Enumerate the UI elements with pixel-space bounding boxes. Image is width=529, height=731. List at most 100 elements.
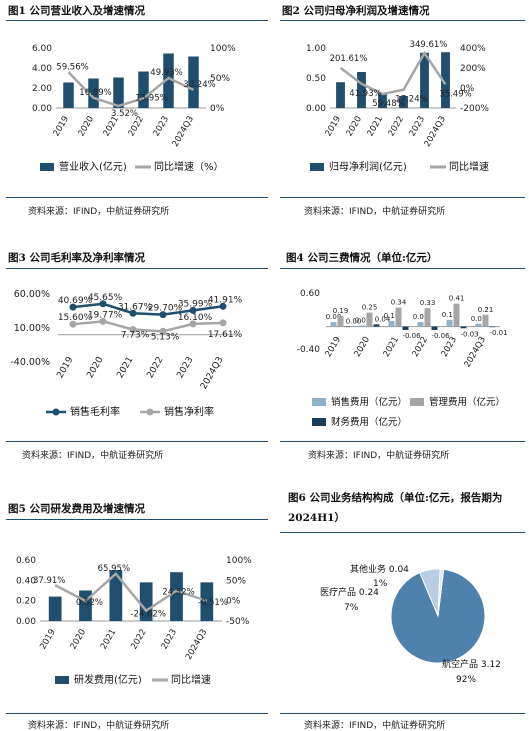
data-label: 3.52% <box>111 109 138 119</box>
bar <box>453 303 460 327</box>
legend-label: 同比增速（%） <box>154 160 224 173</box>
figure-5-title: 图5 公司研发费用及增速情况 <box>8 503 145 515</box>
y-tick-label: 0.60 <box>300 289 320 299</box>
growth-line <box>67 71 195 108</box>
bar <box>188 56 199 108</box>
bar <box>431 326 438 330</box>
x-tick-label: 2019 <box>55 355 75 380</box>
series-marker <box>129 309 137 317</box>
x-tick-label: 2024Q3 <box>171 115 197 149</box>
pie-label: 航空产品 3.12 <box>442 658 501 670</box>
x-tick-label: 2021 <box>382 335 401 359</box>
bar <box>88 78 99 108</box>
pie-percent: 92% <box>456 675 476 685</box>
legend-label: 销售毛利率 <box>70 405 120 418</box>
y-right-tick-label: 0% <box>210 104 225 114</box>
figure-2-top-rule <box>280 20 525 21</box>
data-label: 35.49% <box>439 89 471 99</box>
pie-slice <box>390 568 486 664</box>
figure-1-panel: 图1 公司营业收入及增速情况 0.00 2.00 4.00 6.00 0% 50% 100%… <box>0 0 270 225</box>
data-label: 35.99% <box>178 299 213 309</box>
pie-slice <box>437 568 445 617</box>
y-tick-label: -0.40 <box>297 345 321 355</box>
data-label: 37.91% <box>33 576 65 586</box>
bar <box>399 96 408 108</box>
x-tick-label: 2020 <box>353 335 372 359</box>
figure-5-panel: 图5 公司研发费用及增速情况 0.00 0.20 0.40 0.60 -50% 0% 50%… <box>0 492 270 731</box>
figure-1-bottom-rule <box>6 197 268 198</box>
x-tick-label: 2022 <box>145 355 165 380</box>
x-tick-label: 2020 <box>85 355 105 380</box>
figure-6-panel: 图6 公司业务结构构成（单位:亿元，报告期为2024H1） 航空产品 3.12 9… <box>270 492 529 731</box>
data-label: 0.05 <box>471 315 487 323</box>
data-label: 19.77% <box>88 310 123 320</box>
data-label: 0.02 <box>355 316 371 324</box>
bar <box>109 570 123 621</box>
figure-2-panel: 图2 公司归母净利润及增速情况 0.00 0.50 1.00 -200% 0% 200% 4… <box>270 0 529 225</box>
bar <box>336 82 345 108</box>
bar <box>424 308 431 327</box>
series-marker <box>99 300 107 308</box>
series-marker <box>219 319 227 327</box>
data-label: 15.60% <box>58 313 93 323</box>
series-marker <box>69 320 77 328</box>
figure-5-source: 资料来源：IFIND，中航证券研究所 <box>28 721 170 731</box>
data-label: 0.00 <box>346 318 362 326</box>
figure-3-chart: -40.00% 10.00% 60.00% 40.69%45.65%31.67%29.… <box>10 289 242 418</box>
bar <box>441 52 450 108</box>
figure-3-panel: 图3 公司毛利率及净利率情况 -40.00% 10.00% 60.00% 40.69%… <box>0 245 270 475</box>
figure-5-chart: 0.00 0.20 0.40 0.60 -50% 0% 50% 100% 37.91% 0.52%… <box>16 556 252 686</box>
figure-1-title: 图1 公司营业收入及增速情况 <box>8 5 145 17</box>
bar <box>489 326 496 328</box>
legend-label: 销售净利率 <box>164 405 214 418</box>
x-tick-label: 2019 <box>324 335 343 359</box>
figure-2-bottom-rule <box>280 197 525 198</box>
y-right-tick-label: 200% <box>460 64 486 74</box>
y-right-tick-label: 0% <box>460 84 475 94</box>
data-label: 0.19 <box>333 307 349 315</box>
x-tick-label: 2019 <box>52 115 71 139</box>
data-label: 31.67% <box>118 302 153 312</box>
data-label: 0.12 <box>442 311 458 319</box>
y-left-tick-label: 0.60 <box>16 556 36 566</box>
x-tick-label: 2019 <box>38 628 57 652</box>
data-label: 40.69% <box>58 296 93 306</box>
series-marker <box>99 317 107 325</box>
y-tick-label: 60.00% <box>14 289 50 300</box>
bar <box>200 582 214 621</box>
legend-label: 同比增速 <box>171 673 211 686</box>
figure-3-top-rule <box>6 268 268 269</box>
x-tick-label: 2024Q3 <box>184 628 210 662</box>
figure-3-source: 资料来源：IFIND，中航证券研究所 <box>22 451 164 461</box>
series-marker <box>189 306 197 314</box>
series-marker <box>129 326 137 334</box>
x-tick-label: 2021 <box>99 628 118 652</box>
bar <box>420 52 429 108</box>
bar <box>373 324 380 327</box>
data-label: 201.61% <box>330 54 368 64</box>
pie-percent: 1% <box>373 579 388 589</box>
bar <box>163 53 174 108</box>
y-right-tick-label: -200% <box>460 104 489 114</box>
bar <box>388 321 395 327</box>
legend-swatch <box>312 418 326 426</box>
bar <box>357 72 366 108</box>
figure-4-panel: 图4 公司三费情况（单位:亿元） -0.40 0.60 0.08 0.02 0.10 0.… <box>270 245 529 475</box>
legend-label: 销售费用（亿元） <box>331 396 407 408</box>
x-tick-label: 2023 <box>160 628 179 652</box>
legend-swatch <box>310 163 324 171</box>
data-label: 0.33 <box>420 299 436 307</box>
figure-1-chart: 0.00 2.00 4.00 6.00 0% 50% 100% 59.56% 16.89% 3.5… <box>32 44 236 173</box>
x-tick-label: 2021 <box>366 115 385 139</box>
figure-5-top-rule <box>6 519 268 520</box>
data-label: 15.95% <box>135 93 167 103</box>
pie-label: 其他业务 0.04 <box>350 563 409 575</box>
data-label: 65.95% <box>98 564 130 574</box>
data-label: 59.56% <box>56 62 88 72</box>
data-label: 0.21 <box>478 306 494 314</box>
x-tick-label: 2021 <box>102 115 121 139</box>
figure-2-chart: 0.00 0.50 1.00 -200% 0% 200% 400% 201.61% 41.93%… <box>306 40 489 173</box>
y-left-tick-label: 0.00 <box>32 104 52 114</box>
figure-4-source: 资料来源：IFIND，中航证券研究所 <box>308 451 450 461</box>
y-left-tick-label: 0.50 <box>306 74 326 84</box>
